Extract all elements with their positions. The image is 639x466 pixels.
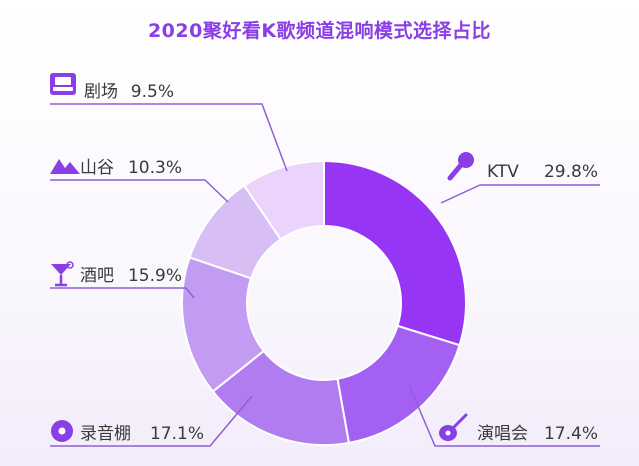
guitar-icon <box>439 413 468 441</box>
label-concert: 演唱会 17.4% <box>439 413 598 444</box>
slice-label-valley: 山谷 <box>80 158 114 178</box>
slice-value-theater: 9.5% <box>131 82 174 102</box>
slice-value-concert: 17.4% <box>544 424 598 444</box>
slice-value-valley: 10.3% <box>128 158 182 178</box>
slice-label-bar: 酒吧 <box>80 266 114 286</box>
slice-label-studio: 录音棚 <box>80 424 131 444</box>
slice-value-bar: 15.9% <box>128 266 182 286</box>
label-line-concert <box>408 384 600 447</box>
slice-value-studio: 17.1% <box>150 424 204 444</box>
label-line-bar <box>50 287 195 299</box>
slice-label-theater: 剧场 <box>84 82 118 102</box>
cocktail-glass-icon <box>51 261 74 287</box>
mountain-icon <box>50 159 80 174</box>
theater-seat-icon <box>50 73 76 95</box>
label-line-valley <box>50 179 229 203</box>
label-line-ktv <box>440 184 600 204</box>
label-theater: 剧场 9.5% <box>50 73 174 102</box>
label-bar: 酒吧 15.9% <box>51 261 182 287</box>
label-ktv: KTV 29.8% <box>447 152 598 182</box>
slice-1 <box>323 159 467 347</box>
slice-2 <box>336 324 461 444</box>
chart-title: 2020聚好看K歌频道混响模式选择占比 <box>147 20 492 42</box>
microphone-icon <box>447 152 474 181</box>
label-studio: 录音棚 17.1% <box>51 420 204 444</box>
label-valley: 山谷 10.3% <box>50 158 182 178</box>
disc-icon <box>51 420 73 442</box>
slice-6 <box>242 159 325 241</box>
label-line-studio <box>50 395 253 447</box>
donut-slices <box>181 159 467 446</box>
slice-label-concert: 演唱会 <box>477 424 528 444</box>
slice-label-ktv: KTV <box>487 162 519 182</box>
label-line-theater <box>50 103 288 172</box>
slice-value-ktv: 29.8% <box>544 162 598 182</box>
